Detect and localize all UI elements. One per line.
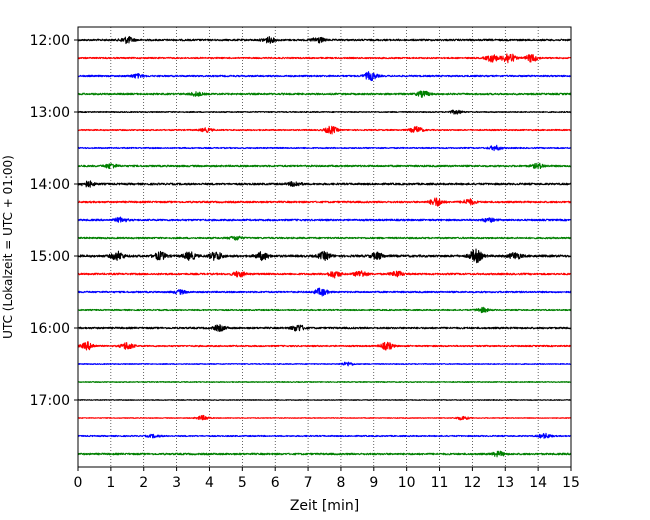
trace-line xyxy=(77,324,572,333)
x-tick-label: 5 xyxy=(238,475,247,491)
y-tick-label: 15:00 xyxy=(30,249,70,265)
y-tick-label: 14:00 xyxy=(30,177,70,193)
trace-line xyxy=(77,235,572,241)
x-tick-label: 10 xyxy=(398,475,416,491)
trace-group xyxy=(77,35,572,458)
trace-line xyxy=(77,248,572,264)
trace-line xyxy=(77,414,572,421)
trace-line xyxy=(77,180,572,188)
x-tick-label: 12 xyxy=(463,475,481,491)
x-tick-label: 14 xyxy=(529,475,547,491)
y-tick-label: 12:00 xyxy=(30,33,70,49)
x-tick-label: 9 xyxy=(369,475,378,491)
x-tick-label: 11 xyxy=(431,475,449,491)
y-axis-ticks: 12:00 13:00 14:00 15:00 16:00 17:00 xyxy=(30,33,78,409)
trace-line xyxy=(77,197,572,207)
trace-line xyxy=(77,361,572,367)
x-axis-ticks: 0 1 2 3 4 5 6 7 8 9 10 11 12 13 14 15 xyxy=(74,467,580,491)
grid-lines xyxy=(110,27,539,467)
plot-frame xyxy=(77,26,572,468)
y-tick-label: 16:00 xyxy=(30,321,70,337)
x-tick-label: 0 xyxy=(74,475,83,491)
trace-line xyxy=(77,306,572,314)
x-tick-label: 15 xyxy=(562,475,580,491)
trace-line xyxy=(77,125,572,135)
x-tick-label: 2 xyxy=(139,475,148,491)
x-tick-label: 3 xyxy=(172,475,181,491)
x-tick-label: 7 xyxy=(304,475,313,491)
trace-line xyxy=(77,71,572,82)
trace-line xyxy=(77,270,572,279)
trace-line xyxy=(77,341,572,351)
trace-line xyxy=(77,35,572,45)
y-tick-label: 17:00 xyxy=(30,393,70,409)
trace-line xyxy=(77,399,572,401)
trace-line xyxy=(77,90,572,98)
trace-line xyxy=(77,381,572,383)
x-tick-label: 8 xyxy=(336,475,345,491)
x-tick-label: 1 xyxy=(106,475,115,491)
trace-line xyxy=(77,53,572,64)
trace-line xyxy=(77,432,572,439)
trace-line xyxy=(77,287,572,297)
y-tick-label: 13:00 xyxy=(30,105,70,121)
trace-line xyxy=(77,109,572,115)
y-axis-label: UTC (Lokalzeit = UTC + 01:00) xyxy=(1,155,15,339)
x-axis-label: Zeit [min] xyxy=(290,498,359,514)
trace-line xyxy=(77,144,572,152)
trace-line xyxy=(77,450,572,458)
x-tick-label: 13 xyxy=(496,475,514,491)
trace-line xyxy=(77,162,572,170)
trace-line xyxy=(77,216,572,223)
plot-background xyxy=(78,27,571,467)
x-tick-label: 4 xyxy=(205,475,214,491)
x-tick-label: 6 xyxy=(271,475,280,491)
